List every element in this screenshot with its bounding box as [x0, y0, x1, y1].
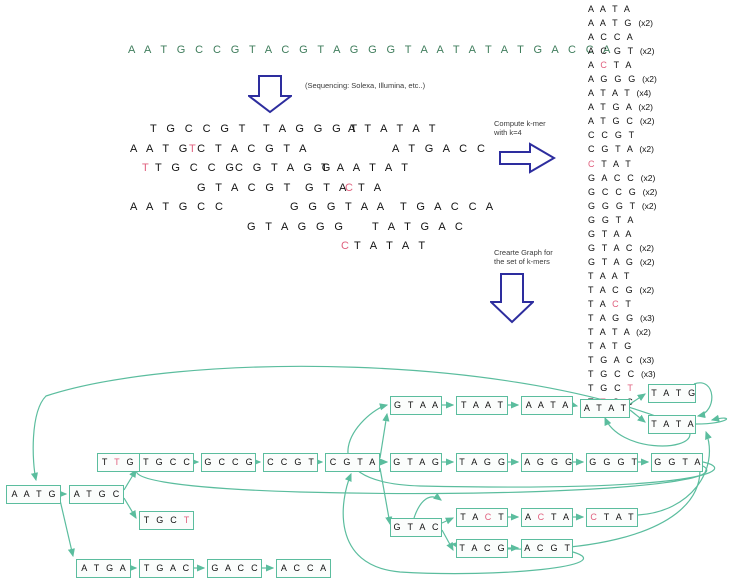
kmer-entry: C T A T	[588, 158, 638, 169]
read-segment: C	[341, 240, 353, 252]
kmer-entry: G T A C (x2)	[588, 242, 654, 253]
sequencing-label: (Sequencing: Solexa, Illumina, etc..)	[305, 81, 426, 90]
read-segment: T A T G A C	[372, 220, 467, 233]
graph-node-gtag[interactable]: G T A G	[390, 453, 442, 472]
graph-node-taat[interactable]: T A A T	[456, 396, 508, 415]
graph-node-acca[interactable]: A C C A	[276, 559, 331, 578]
graph-node-tata[interactable]: T A T A	[648, 415, 696, 434]
kmer-entry: A A T A	[588, 4, 637, 14]
create-graph-label-line1: Crearte Graph for	[494, 248, 553, 257]
read-segment: A A T G C	[130, 142, 215, 155]
graph-node-gggt[interactable]: G G G T	[586, 453, 638, 472]
graph-node-atga[interactable]: A T G A	[76, 559, 131, 578]
compute-kmer-arrow-icon	[499, 142, 556, 174]
read-segment: T	[142, 162, 153, 174]
graph-node-ggta[interactable]: G G T A	[651, 453, 703, 472]
kmer-entry: G G G T (x2)	[588, 200, 657, 211]
graph-node-atgc[interactable]: A T G C	[69, 485, 124, 504]
sequencing-arrow-icon	[248, 75, 292, 114]
kmer-entry: T A T A (x2)	[588, 327, 651, 338]
graph-node-gacc[interactable]: G A C C	[207, 559, 262, 578]
read-segment: T A T A T	[354, 240, 429, 252]
read-segment: T G C C G	[155, 162, 238, 174]
read-segment: T A G G G T	[263, 123, 361, 135]
kmer-entry: T A C T	[588, 298, 638, 309]
create-graph-label-line2: the set of k-mers	[494, 257, 550, 266]
read-segment: T A	[358, 181, 385, 194]
graph-node-tact[interactable]: T A C T	[456, 508, 508, 527]
kmer-entry: A C G T (x2)	[588, 46, 655, 57]
graph-node-aata[interactable]: A A T A	[521, 396, 573, 415]
read-segment: A T G A C C	[392, 142, 489, 155]
kmer-entry: C C G T	[588, 130, 641, 141]
read-segment: A A T G C C	[130, 201, 227, 213]
read-segment: T A C G T A	[215, 142, 310, 155]
read-segment: C G T A G G	[235, 162, 334, 174]
graph-node-tagg[interactable]: T A G G	[456, 453, 508, 472]
kmer-entry: T A G G (x3)	[588, 313, 655, 324]
kmer-entry: T A T G	[588, 341, 639, 352]
kmer-entry: A G G G (x2)	[588, 74, 657, 85]
graph-node-aggg[interactable]: A G G G	[521, 453, 573, 472]
read-segment: G T A C G T	[197, 181, 294, 194]
read-segment: T	[189, 142, 200, 155]
kmer-entry: A C T A	[588, 60, 638, 71]
kmer-entry: A T A T (x4)	[588, 88, 652, 99]
kmer-entry: T G C T	[588, 383, 640, 394]
create-graph-arrow-icon	[490, 273, 534, 324]
read-segment: G T A	[305, 181, 356, 194]
kmer-entry: G C C G (x2)	[588, 186, 658, 197]
graph-node-gccg[interactable]: G C C G	[201, 453, 256, 472]
kmer-list: A A T A A A T G (x2) A C C A A C G T (x2)…	[588, 2, 657, 409]
graph-node-tacg[interactable]: T A C G	[456, 539, 508, 558]
compute-kmer-label-line2: with k=4	[494, 128, 522, 137]
read-segment: G T A G G G	[247, 220, 347, 233]
read-segment: A T A T A T	[348, 123, 439, 135]
read-segment: T G C C G T	[150, 123, 249, 135]
read-segment: T G A C C A	[400, 201, 497, 213]
kmer-entry: G T A A	[588, 228, 638, 239]
kmer-entry: G A C C (x2)	[588, 172, 656, 183]
kmer-entry: A T G A (x2)	[588, 102, 653, 113]
graph-node-tgac[interactable]: T G A C	[139, 559, 194, 578]
graph-node-atat[interactable]: A T A T	[580, 399, 630, 418]
kmer-entry: A T G C (x2)	[588, 116, 655, 127]
graph-node-tatg[interactable]: T A T G	[648, 384, 696, 403]
compute-kmer-label-line1: Compute k-mer	[494, 119, 546, 128]
graph-node-gtac[interactable]: G T A C	[390, 518, 442, 537]
kmer-entry: T A C G (x2)	[588, 284, 655, 295]
graph-node-cgta[interactable]: C G T A	[325, 453, 380, 472]
reference-sequence: A A T G C C G T A C G T A G G G T A A T …	[128, 44, 614, 56]
kmer-entry: T A A T	[588, 270, 637, 281]
kmer-entry: G G T A	[588, 214, 640, 225]
graph-node-ccgt[interactable]: C C G T	[263, 453, 318, 472]
graph-node-tgcc[interactable]: T G C C	[139, 453, 194, 472]
graph-node-gtaa[interactable]: G T A A	[390, 396, 442, 415]
graph-node-aatg[interactable]: A A T G	[6, 485, 61, 504]
read-segment: T A A T A T	[321, 162, 412, 174]
kmer-entry: A C C A	[588, 32, 640, 43]
kmer-entry: G T A G (x2)	[588, 256, 655, 267]
graph-node-acgt[interactable]: A C G T	[521, 539, 573, 558]
graph-node-tgct[interactable]: T G C T	[139, 511, 194, 530]
kmer-entry: C G T A (x2)	[588, 144, 654, 155]
kmer-entry: T G C C (x3)	[588, 369, 656, 380]
read-segment: C	[345, 181, 357, 194]
kmer-entry: A A T G (x2)	[588, 18, 653, 29]
graph-node-ctat[interactable]: C T A T	[586, 508, 638, 527]
read-segment: G G G T A A	[290, 201, 388, 213]
kmer-entry: T G A C (x3)	[588, 355, 655, 366]
graph-node-acta[interactable]: A C T A	[521, 508, 573, 527]
